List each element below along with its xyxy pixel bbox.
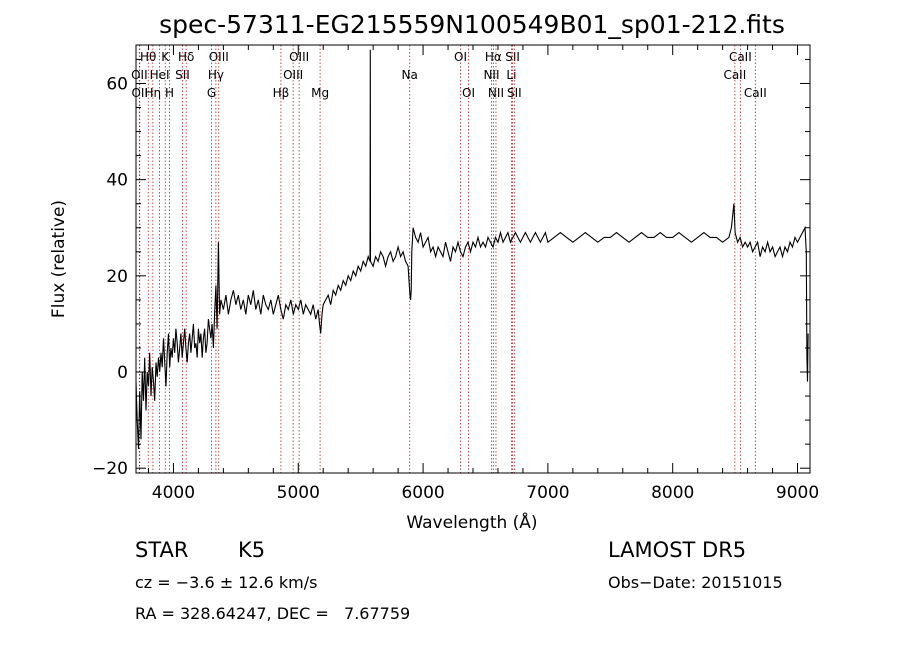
- spectral-line-label: CaII: [729, 50, 752, 64]
- x-tick-label: 5000: [277, 483, 320, 503]
- chart-title: spec-57311-EG215559N100549B01_sp01-212.f…: [159, 10, 785, 39]
- spectral-line-label: OI: [454, 50, 467, 64]
- coordinates: RA = 328.64247, DEC = 7.67759: [135, 604, 411, 623]
- spectral-line-label: SII: [505, 50, 520, 64]
- y-tick-label: 60: [106, 74, 128, 94]
- spectral-line-label: OIII: [289, 50, 309, 64]
- spectral-line-label: OIII: [209, 50, 229, 64]
- spectrum-series-line: [135, 49, 809, 450]
- spectral-line-label: CaII: [723, 68, 746, 82]
- spectral-line-label: Hα: [485, 50, 502, 64]
- survey-name: LAMOST DR5: [608, 538, 747, 562]
- spectral-line-label: H: [165, 86, 174, 100]
- y-tick-label: 0: [117, 363, 128, 383]
- spectral-line-label: OII: [131, 68, 148, 82]
- x-axis-ticks: 4000 5000 6000 7000 8000 9000: [147, 45, 819, 503]
- y-axis-ticks: −20 0 20 40 60: [92, 58, 810, 479]
- x-axis-label: Wavelength (Å): [406, 511, 537, 533]
- x-tick-label: 6000: [401, 483, 444, 503]
- spectral-line-label: Hδ: [178, 50, 194, 64]
- y-tick-label: 20: [106, 267, 128, 287]
- x-tick-label: 7000: [526, 483, 569, 503]
- x-tick-label: 4000: [152, 483, 195, 503]
- plot-frame: [135, 44, 811, 474]
- y-axis-label: Flux (relative): [49, 200, 69, 318]
- spectral-line-label: Na: [402, 68, 418, 82]
- spectral-line-label: OIII: [283, 68, 303, 82]
- spectral-line-label: Hβ: [273, 86, 290, 100]
- x-tick-label: 8000: [651, 483, 694, 503]
- spectral-line-label: OI: [462, 86, 475, 100]
- spectral-line-label: Hθ: [140, 50, 156, 64]
- spectral-line-label: SII: [175, 68, 190, 82]
- spectral-line-label: Hη: [145, 86, 162, 100]
- y-tick-label: −20: [92, 459, 128, 479]
- x-tick-label: 9000: [776, 483, 819, 503]
- spectral-line-label: K: [161, 50, 170, 64]
- observation-date: Obs−Date: 20151015: [608, 573, 783, 592]
- spectral-line-label: Li: [506, 68, 516, 82]
- spectral-line-label: CaII: [744, 86, 767, 100]
- spectral-line-label: G: [207, 86, 216, 100]
- spectral-line-label: Hγ: [208, 68, 224, 82]
- spectral-line-label: HeI: [150, 68, 170, 82]
- spectral-line-label: NII: [483, 68, 499, 82]
- y-tick-label: 40: [106, 171, 128, 191]
- spectral-line-label: Mg: [311, 86, 329, 100]
- redshift-velocity: cz = −3.6 ± 12.6 km/s: [135, 573, 318, 592]
- spectral-line-label: NII: [488, 86, 504, 100]
- object-type: STAR: [135, 538, 189, 562]
- object-class: K5: [238, 538, 266, 562]
- spectral-line-label: SII: [507, 86, 522, 100]
